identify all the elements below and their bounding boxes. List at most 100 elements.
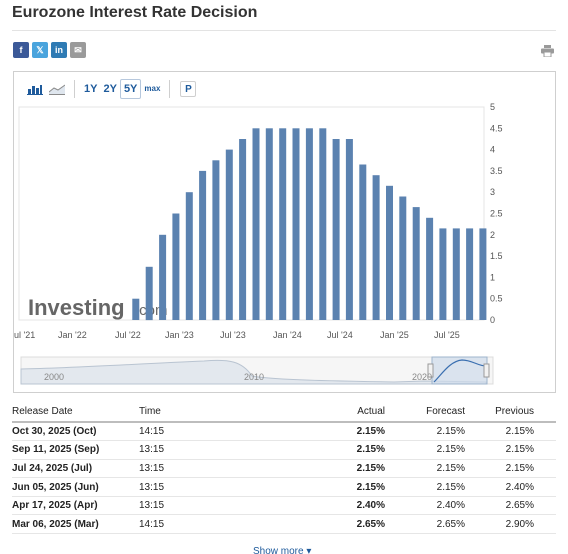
bar-chart-icon <box>27 85 43 95</box>
chart-bar[interactable] <box>319 128 327 320</box>
navigator-year-label: 2000 <box>44 372 64 382</box>
chart-bar[interactable] <box>305 128 313 320</box>
y-tick-label: 2 <box>490 230 495 240</box>
y-tick-label: 4.5 <box>490 123 503 133</box>
y-tick-label: 3.5 <box>490 166 503 176</box>
chart-bar[interactable] <box>145 266 153 321</box>
toolbar-divider <box>169 80 171 98</box>
chart-bar[interactable] <box>132 298 140 320</box>
chart-bar[interactable] <box>159 234 167 320</box>
release-time: 13:15 <box>139 459 279 479</box>
chart-bar[interactable] <box>479 228 487 320</box>
chart-bar[interactable] <box>399 196 407 321</box>
chart-bar[interactable] <box>265 128 273 320</box>
chart-bar[interactable] <box>239 139 247 320</box>
release-time: 13:15 <box>139 440 279 460</box>
chart-bar[interactable] <box>439 228 447 320</box>
range-max-button[interactable]: max <box>144 84 161 93</box>
chart-bar[interactable] <box>452 228 460 320</box>
forecast-value: 2.15% <box>385 459 465 479</box>
plot-area <box>18 106 485 321</box>
area-chart-toggle[interactable] <box>46 80 68 98</box>
previous-value: 2.15% <box>465 459 556 479</box>
chart-bar[interactable] <box>412 207 420 320</box>
y-tick-label: 0.5 <box>490 294 503 304</box>
title-divider <box>12 30 556 31</box>
area-chart-icon <box>49 84 65 95</box>
y-tick-label: 0 <box>490 315 495 325</box>
release-date: Sep 11, 2025 (Sep) <box>12 440 139 460</box>
email-share-button[interactable]: ✉ <box>70 42 86 58</box>
y-tick-label: 3 <box>490 187 495 197</box>
twitter-icon: 𝕏 <box>36 44 44 55</box>
chart-bar[interactable] <box>185 192 193 320</box>
range-5y-button[interactable]: 5Y <box>119 79 142 99</box>
x-tick-label: Jan '24 <box>273 330 302 340</box>
navigator-series <box>20 359 487 385</box>
actual-value: 2.15% <box>279 422 385 442</box>
release-time: 13:15 <box>139 477 279 497</box>
header-previous[interactable]: Previous <box>465 402 556 423</box>
table-row: Mar 06, 2025 (Mar) 14:15 2.65% 2.65% 2.9… <box>12 514 556 535</box>
chart-bar[interactable] <box>466 228 474 320</box>
chart-bar[interactable] <box>199 170 207 320</box>
navigator-year-label: 2020 <box>412 372 432 382</box>
x-tick-label: Jul '25 <box>434 330 460 340</box>
release-time: 14:15 <box>139 422 279 442</box>
chart-bar[interactable] <box>332 139 340 320</box>
linkedin-share-button[interactable]: in <box>51 42 67 58</box>
facebook-share-button[interactable]: f <box>13 42 29 58</box>
forecast-value: 2.65% <box>385 514 465 535</box>
print-icon[interactable] <box>541 45 554 57</box>
release-date: Jul 24, 2025 (Jul) <box>12 459 139 479</box>
header-actual[interactable]: Actual <box>279 402 385 423</box>
range-2y-button[interactable]: 2Y <box>103 83 117 95</box>
y-tick-label: 1.5 <box>490 251 503 261</box>
forecast-value: 2.15% <box>385 440 465 460</box>
chart-bar[interactable] <box>426 217 434 320</box>
release-time: 14:15 <box>139 514 279 535</box>
chart-bar[interactable] <box>279 128 287 320</box>
chart-bar[interactable] <box>252 128 260 320</box>
chart-bar[interactable] <box>225 149 233 320</box>
range-1y-button[interactable]: 1Y <box>84 83 98 95</box>
navigator-right-handle[interactable] <box>483 363 490 378</box>
chart-bar[interactable] <box>359 164 367 321</box>
show-more-link[interactable]: Show more ▾ <box>253 546 312 554</box>
bar-chart-toggle[interactable] <box>24 80 46 98</box>
header-time[interactable]: Time <box>139 402 279 423</box>
actual-value: 2.40% <box>279 496 385 516</box>
chart-toolbar: 1Y 2Y 5Y max P <box>24 79 197 99</box>
chart-bar[interactable] <box>212 160 220 321</box>
table-row: Jun 05, 2025 (Jun) 13:15 2.15% 2.15% 2.4… <box>12 477 556 497</box>
forecast-value: 2.15% <box>385 477 465 497</box>
actual-value: 2.65% <box>279 514 385 535</box>
p-button[interactable]: P <box>180 81 197 97</box>
table-row: Oct 30, 2025 (Oct) 14:15 2.15% 2.15% 2.1… <box>12 422 556 442</box>
chart-bar[interactable] <box>292 128 300 320</box>
toolbar-divider <box>74 80 75 98</box>
x-tick-label: ul '21 <box>14 330 35 340</box>
release-time: 13:15 <box>139 496 279 516</box>
share-row: f 𝕏 in ✉ <box>13 42 86 58</box>
facebook-icon: f <box>19 44 23 55</box>
chart-bar[interactable] <box>372 175 380 320</box>
chart-bar[interactable] <box>386 185 393 320</box>
chart-bar[interactable] <box>172 213 180 321</box>
x-tick-label: Jul '24 <box>327 330 353 340</box>
twitter-share-button[interactable]: 𝕏 <box>32 42 48 58</box>
actual-value: 2.15% <box>279 459 385 479</box>
header-forecast[interactable]: Forecast <box>385 402 465 423</box>
y-tick-label: 2.5 <box>490 209 503 219</box>
navigator-selected-series <box>433 359 487 383</box>
header-release-date[interactable]: Release Date <box>12 402 139 423</box>
forecast-value: 2.40% <box>385 496 465 516</box>
y-tick-label: 1 <box>490 272 495 282</box>
actual-value: 2.15% <box>279 440 385 460</box>
chart-bar[interactable] <box>345 139 353 320</box>
navigator-left-handle[interactable] <box>427 363 434 378</box>
navigator-selection[interactable] <box>431 356 488 385</box>
table-header-row: Release Date Time Actual Forecast Previo… <box>12 402 556 423</box>
